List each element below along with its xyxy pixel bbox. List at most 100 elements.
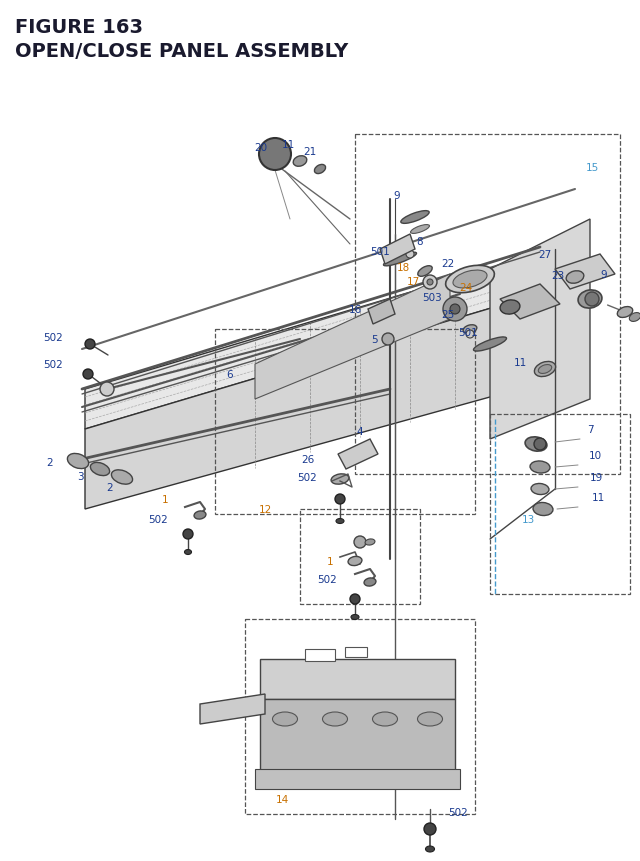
Circle shape bbox=[100, 382, 114, 397]
Ellipse shape bbox=[410, 226, 429, 234]
Ellipse shape bbox=[445, 266, 494, 294]
Circle shape bbox=[585, 293, 599, 307]
Text: 1: 1 bbox=[162, 494, 168, 505]
Text: 8: 8 bbox=[417, 237, 423, 247]
Text: 23: 23 bbox=[552, 270, 564, 281]
Ellipse shape bbox=[463, 325, 477, 334]
Ellipse shape bbox=[474, 338, 506, 351]
Text: FIGURE 163: FIGURE 163 bbox=[15, 18, 143, 37]
Text: 25: 25 bbox=[442, 310, 454, 319]
Text: 502: 502 bbox=[43, 360, 63, 369]
Polygon shape bbox=[490, 220, 590, 439]
Text: 1: 1 bbox=[326, 556, 333, 567]
Ellipse shape bbox=[331, 474, 349, 485]
Bar bbox=[490, 414, 630, 594]
Circle shape bbox=[427, 280, 433, 286]
Ellipse shape bbox=[426, 846, 435, 852]
Polygon shape bbox=[555, 255, 615, 289]
Text: 2: 2 bbox=[107, 482, 113, 492]
Polygon shape bbox=[500, 285, 560, 319]
Ellipse shape bbox=[401, 212, 429, 224]
Ellipse shape bbox=[293, 157, 307, 167]
Text: 502: 502 bbox=[448, 807, 468, 817]
Text: 13: 13 bbox=[522, 514, 534, 524]
Text: 503: 503 bbox=[422, 293, 442, 303]
Ellipse shape bbox=[383, 253, 417, 267]
Ellipse shape bbox=[417, 712, 442, 726]
Text: 16: 16 bbox=[348, 305, 362, 314]
Circle shape bbox=[259, 139, 291, 170]
Text: 17: 17 bbox=[406, 276, 420, 287]
Bar bbox=[345, 647, 367, 657]
Ellipse shape bbox=[194, 511, 206, 519]
Bar bbox=[300, 510, 420, 604]
Polygon shape bbox=[380, 235, 415, 264]
Text: 3: 3 bbox=[77, 472, 83, 481]
Circle shape bbox=[83, 369, 93, 380]
Circle shape bbox=[382, 333, 394, 345]
Circle shape bbox=[534, 438, 546, 450]
Circle shape bbox=[85, 339, 95, 350]
Polygon shape bbox=[85, 289, 555, 510]
Ellipse shape bbox=[314, 165, 326, 175]
Text: 501: 501 bbox=[370, 247, 390, 257]
Circle shape bbox=[335, 494, 345, 505]
Text: 4: 4 bbox=[356, 426, 364, 437]
Ellipse shape bbox=[453, 270, 487, 288]
Text: 21: 21 bbox=[303, 147, 317, 157]
Circle shape bbox=[423, 276, 437, 289]
Text: 18: 18 bbox=[396, 263, 410, 273]
Bar bbox=[215, 330, 475, 514]
Circle shape bbox=[183, 530, 193, 539]
Ellipse shape bbox=[364, 579, 376, 586]
Text: 6: 6 bbox=[227, 369, 234, 380]
Text: 11: 11 bbox=[591, 492, 605, 503]
Text: 502: 502 bbox=[148, 514, 168, 524]
Text: 15: 15 bbox=[586, 163, 598, 173]
Ellipse shape bbox=[90, 463, 109, 476]
Polygon shape bbox=[368, 300, 395, 325]
Text: 19: 19 bbox=[589, 473, 603, 482]
Ellipse shape bbox=[533, 503, 553, 516]
Bar bbox=[245, 619, 475, 814]
Text: 502: 502 bbox=[297, 473, 317, 482]
Polygon shape bbox=[255, 275, 450, 400]
Ellipse shape bbox=[618, 307, 633, 318]
Ellipse shape bbox=[418, 266, 432, 277]
Text: 502: 502 bbox=[317, 574, 337, 585]
Polygon shape bbox=[85, 250, 555, 430]
Polygon shape bbox=[200, 694, 265, 724]
Text: 22: 22 bbox=[442, 258, 454, 269]
Text: 9: 9 bbox=[601, 269, 607, 280]
Polygon shape bbox=[255, 769, 460, 789]
Ellipse shape bbox=[531, 484, 549, 495]
Text: 2: 2 bbox=[47, 457, 53, 468]
Text: 26: 26 bbox=[301, 455, 315, 464]
Circle shape bbox=[406, 251, 414, 258]
Text: 11: 11 bbox=[513, 357, 527, 368]
Ellipse shape bbox=[629, 313, 640, 322]
Ellipse shape bbox=[184, 550, 191, 554]
Circle shape bbox=[350, 594, 360, 604]
Circle shape bbox=[450, 305, 460, 314]
Circle shape bbox=[424, 823, 436, 835]
Text: 27: 27 bbox=[538, 250, 552, 260]
Text: 24: 24 bbox=[460, 282, 472, 293]
Ellipse shape bbox=[372, 712, 397, 726]
Circle shape bbox=[466, 331, 474, 338]
Text: 10: 10 bbox=[588, 450, 602, 461]
Ellipse shape bbox=[336, 519, 344, 523]
Polygon shape bbox=[260, 660, 455, 699]
Text: 7: 7 bbox=[587, 424, 593, 435]
Circle shape bbox=[354, 536, 366, 548]
Text: 502: 502 bbox=[43, 332, 63, 343]
Ellipse shape bbox=[530, 461, 550, 474]
Text: 5: 5 bbox=[372, 335, 378, 344]
Ellipse shape bbox=[323, 712, 348, 726]
Text: 12: 12 bbox=[259, 505, 271, 514]
Circle shape bbox=[443, 298, 467, 322]
Bar bbox=[305, 649, 335, 661]
Ellipse shape bbox=[500, 300, 520, 315]
Text: 14: 14 bbox=[275, 794, 289, 804]
Text: 11: 11 bbox=[282, 139, 294, 150]
